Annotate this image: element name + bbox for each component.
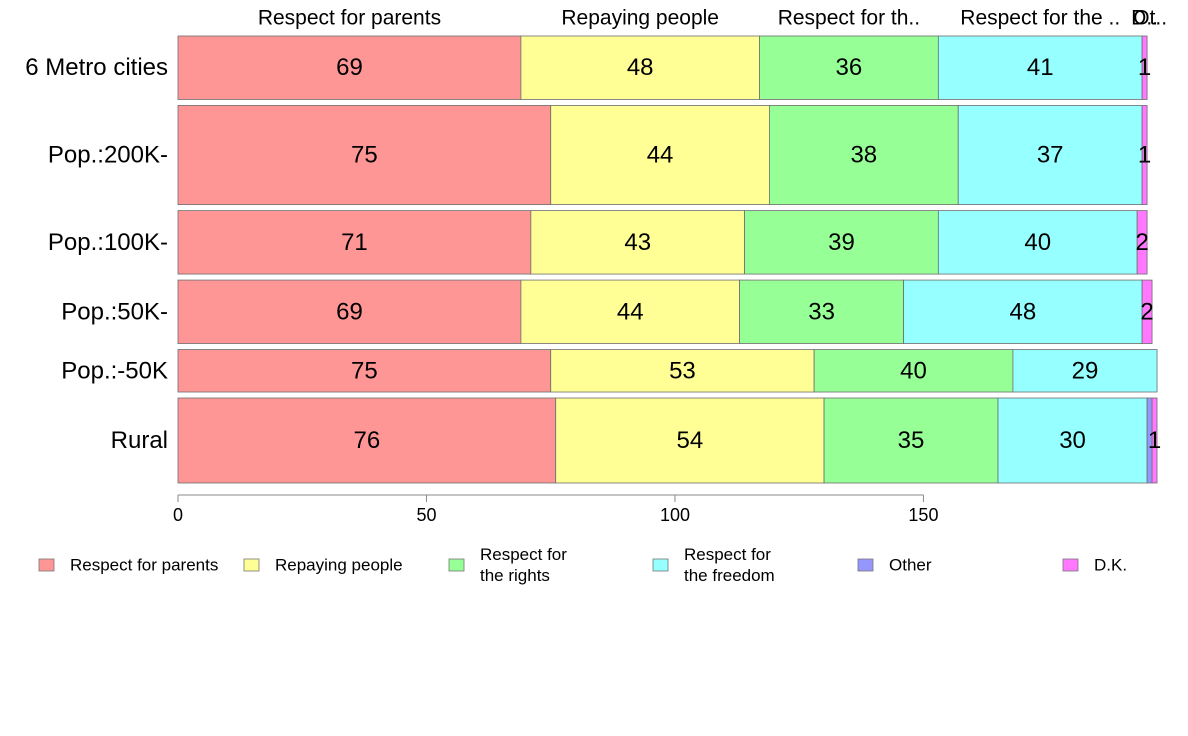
bar-segment-6-metro-cities-respect-for-parents bbox=[177, 35, 522, 100]
bar-segment-rural-respect-for-parents bbox=[177, 397, 557, 484]
segment-label-pop-200k-repaying-people: 44 bbox=[647, 142, 674, 169]
bar-segment-pop-50k-respect-for-the-rights bbox=[813, 349, 1014, 393]
legend-swatch-respect-for-parents bbox=[38, 558, 55, 572]
category-label-pop-50k: Pop.:50K- bbox=[61, 298, 168, 325]
segment-label-pop-100k-respect-for-the-rights: 39 bbox=[828, 229, 855, 256]
bar-segment-6-metro-cities-respect-for-the-freedom bbox=[937, 35, 1143, 100]
segment-label-pop-100k-respect-for-parents: 71 bbox=[341, 229, 368, 256]
bar-segment-pop-50k-respect-for-the-freedom bbox=[1012, 349, 1158, 393]
legend-swatch-other bbox=[857, 558, 874, 572]
bar-segments bbox=[177, 35, 1158, 484]
segment-label-rural-respect-for-the-freedom: 30 bbox=[1059, 427, 1086, 454]
legend-label-respect-for-parents: Respect for parents bbox=[70, 556, 218, 575]
category-label-rural: Rural bbox=[111, 427, 168, 454]
segment-label-pop-100k-repaying-people: 43 bbox=[624, 229, 651, 256]
bar-segment-pop-200k-repaying-people bbox=[550, 105, 770, 206]
segment-label-6-metro-cities-respect-for-parents: 69 bbox=[336, 54, 363, 81]
bar-segment-pop-100k-respect-for-the-rights bbox=[744, 210, 939, 275]
segment-label-pop-50k-respect-for-the-rights: 40 bbox=[900, 357, 927, 384]
category-label-pop-200k: Pop.:200K- bbox=[48, 142, 168, 169]
legend-swatch-repaying-people bbox=[243, 558, 260, 572]
bar-segment-pop-200k-respect-for-the-rights bbox=[768, 105, 959, 206]
top-series-labels: Respect for parents Repaying people Respec… bbox=[258, 7, 1167, 30]
top-label-other: Ot.. bbox=[1133, 7, 1167, 30]
bar-segment-pop-100k-repaying-people bbox=[530, 210, 745, 275]
category-label-pop-100k: Pop.:100K- bbox=[48, 229, 168, 256]
bar-segment-pop-50k-respect-for-the-freedom bbox=[903, 279, 1143, 344]
segment-value-labels: 69 48 36 41 1 75 44 38 37 1 71 43 39 40 2 69 44 33 48 2 75 53… bbox=[336, 54, 1161, 454]
bar-segment-pop-200k-respect-for-the-freedom bbox=[957, 105, 1143, 206]
segment-label-6-metro-cities-respect-for-the-freedom: 41 bbox=[1027, 54, 1054, 81]
bar-segment-pop-50k-repaying-people bbox=[520, 279, 740, 344]
x-tick-label-100: 100 bbox=[660, 505, 690, 525]
segment-label-6-metro-cities-repaying-people: 48 bbox=[627, 54, 654, 81]
x-tick-label-0: 0 bbox=[173, 505, 183, 525]
top-label-respect-for-the-rights: Respect for th.. bbox=[778, 7, 920, 30]
bar-segment-6-metro-cities-respect-for-the-rights bbox=[759, 35, 939, 100]
legend-swatch-respect-for-the-rights bbox=[448, 558, 465, 572]
bar-segment-pop-50k-respect-for-parents bbox=[177, 279, 522, 344]
x-axis: 0 50 100 150 bbox=[173, 494, 938, 525]
segment-label-pop-50k-respect-for-parents: 69 bbox=[336, 298, 363, 325]
bar-segment-6-metro-cities-d-k bbox=[1141, 35, 1148, 100]
top-label-respect-for-parents: Respect for parents bbox=[258, 7, 441, 30]
legend-label-d-k: D.K. bbox=[1094, 556, 1127, 575]
bar-segment-6-metro-cities-repaying-people bbox=[520, 35, 760, 100]
segment-label-rural-d-k: 1 bbox=[1148, 427, 1161, 454]
segment-label-rural-respect-for-the-rights: 35 bbox=[898, 427, 925, 454]
category-label-6-metro-cities: 6 Metro cities bbox=[25, 54, 168, 81]
bar-segment-pop-200k-d-k bbox=[1141, 105, 1148, 206]
segment-label-6-metro-cities-d-k: 1 bbox=[1138, 54, 1151, 81]
segment-label-pop-200k-d-k: 1 bbox=[1138, 142, 1151, 169]
x-tick-label-150: 150 bbox=[908, 505, 938, 525]
segment-label-pop-50k-respect-for-parents: 75 bbox=[351, 357, 378, 384]
segment-label-pop-50k-respect-for-the-freedom: 48 bbox=[1009, 298, 1036, 325]
bar-segment-pop-50k-respect-for-the-rights bbox=[739, 279, 904, 344]
segment-label-pop-200k-respect-for-the-rights: 38 bbox=[850, 142, 877, 169]
legend-label-repaying-people: Repaying people bbox=[275, 556, 403, 575]
bar-segment-pop-50k-respect-for-parents bbox=[177, 349, 552, 393]
segment-label-6-metro-cities-respect-for-the-rights: 36 bbox=[836, 54, 863, 81]
bar-segment-pop-100k-respect-for-parents bbox=[177, 210, 532, 275]
legend-label-respect-for-the-freedom-line2: the freedom bbox=[684, 566, 775, 585]
category-labels: 6 Metro cities Pop.:200K- Pop.:100K- Pop.:5… bbox=[25, 54, 168, 454]
segment-label-pop-50k-repaying-people: 44 bbox=[617, 298, 644, 325]
legend-swatch-d-k bbox=[1062, 558, 1079, 572]
segment-label-pop-100k-respect-for-the-freedom: 40 bbox=[1024, 229, 1051, 256]
bar-segment-rural-d-k bbox=[1151, 397, 1158, 484]
legend-swatch-respect-for-the-freedom bbox=[652, 558, 669, 572]
segment-label-rural-respect-for-parents: 76 bbox=[353, 427, 380, 454]
bar-segment-rural-respect-for-the-freedom bbox=[997, 397, 1148, 484]
segment-label-pop-50k-respect-for-the-rights: 33 bbox=[808, 298, 835, 325]
bar-segment-rural-respect-for-the-rights bbox=[823, 397, 999, 484]
legend-label-other: Other bbox=[889, 556, 932, 575]
legend-label-respect-for-the-freedom-line1: Respect for bbox=[684, 545, 771, 564]
bar-segment-pop-200k-respect-for-parents bbox=[177, 105, 552, 206]
segment-label-pop-50k-repaying-people: 53 bbox=[669, 357, 696, 384]
segment-label-pop-100k-d-k: 2 bbox=[1135, 229, 1148, 256]
top-label-repaying-people: Repaying people bbox=[561, 7, 719, 30]
legend-label-respect-for-the-rights-line1: Respect for bbox=[480, 545, 567, 564]
bar-segment-pop-50k-repaying-people bbox=[550, 349, 815, 393]
bar-segment-pop-100k-d-k bbox=[1136, 210, 1148, 275]
bar-segment-pop-100k-respect-for-the-freedom bbox=[937, 210, 1138, 275]
x-tick-label-50: 50 bbox=[416, 505, 436, 525]
legend: Respect for parents Repaying people Respec… bbox=[38, 545, 1127, 585]
segment-label-pop-50k-d-k: 2 bbox=[1140, 298, 1153, 325]
top-label-respect-for-the-freedom: Respect for the .. bbox=[960, 7, 1120, 30]
segment-label-pop-200k-respect-for-parents: 75 bbox=[351, 142, 378, 169]
legend-label-respect-for-the-rights-line2: the rights bbox=[480, 566, 550, 585]
segment-label-pop-50k-respect-for-the-freedom: 29 bbox=[1072, 357, 1099, 384]
bar-segment-pop-50k-d-k bbox=[1141, 279, 1153, 344]
top-label-d-k: D.. bbox=[1131, 7, 1158, 30]
segment-label-rural-repaying-people: 54 bbox=[677, 427, 704, 454]
bar-segment-rural-repaying-people bbox=[555, 397, 825, 484]
segment-label-pop-200k-respect-for-the-freedom: 37 bbox=[1037, 142, 1064, 169]
category-label-pop-50k: Pop.:-50K bbox=[61, 357, 168, 384]
